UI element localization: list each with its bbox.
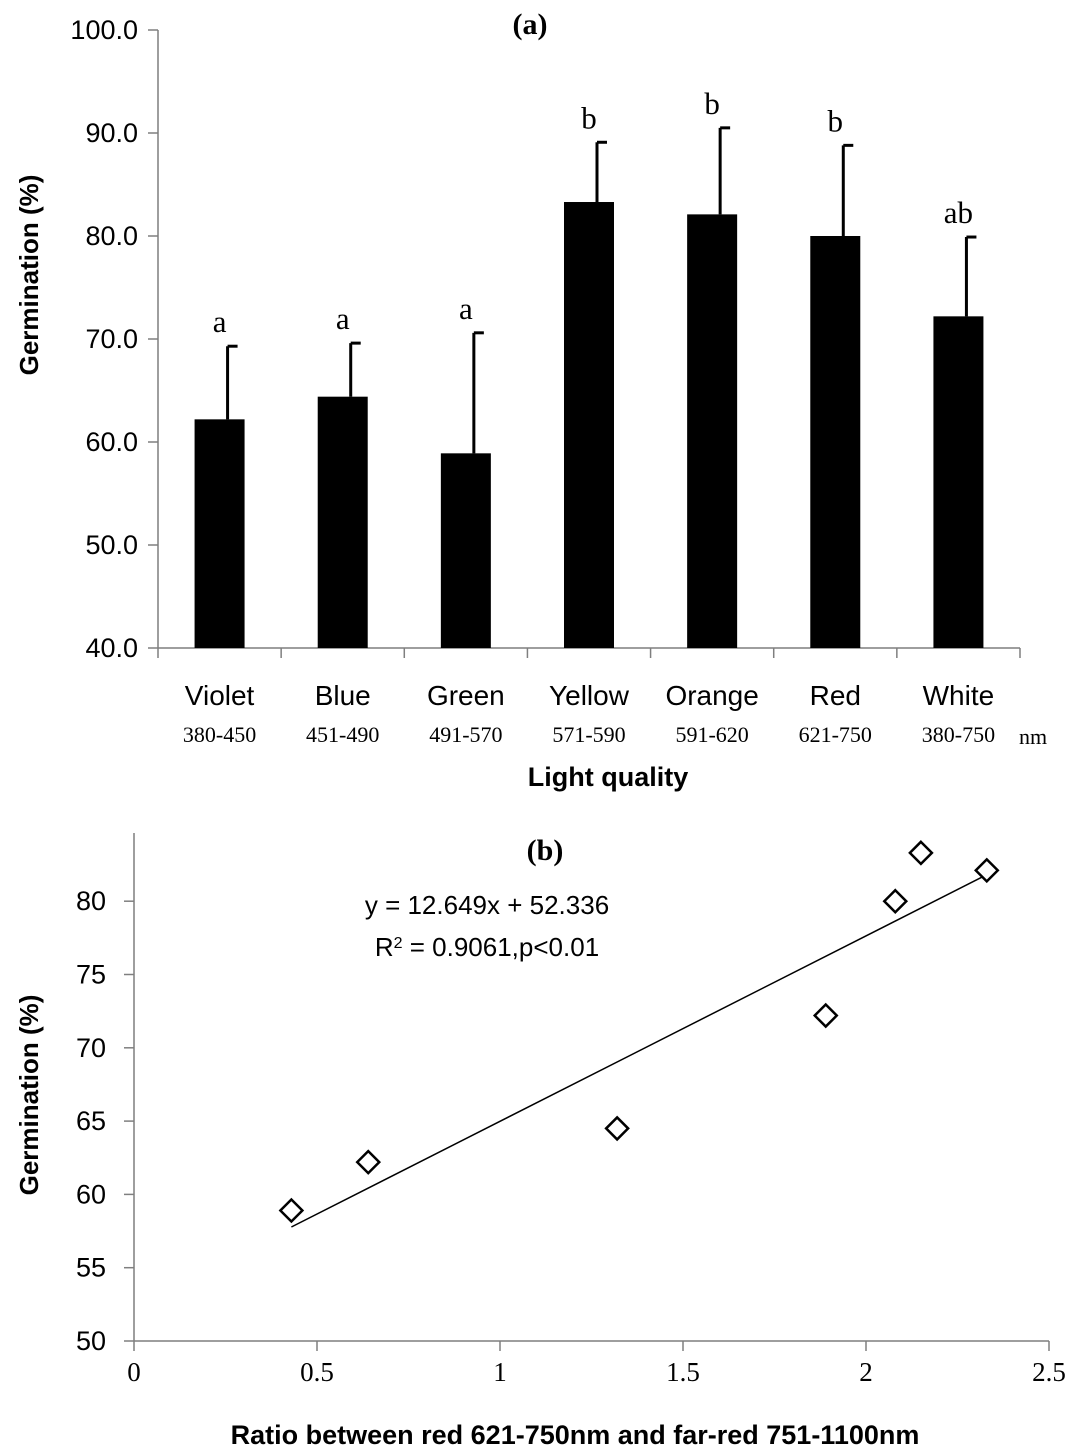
data-point <box>278 1197 305 1224</box>
y-tick-label: 50 <box>76 1326 106 1356</box>
trendline-line <box>291 874 988 1228</box>
y-tick-label: 60 <box>76 1179 106 1209</box>
bar-white <box>933 316 984 648</box>
y-tick-label: 80 <box>76 886 106 916</box>
category-label: Blue <box>315 680 371 711</box>
x-tick-label: 0 <box>127 1357 141 1387</box>
y-tick-label: 70.0 <box>85 324 138 354</box>
x-tick-label: 2 <box>859 1357 873 1387</box>
bar-red <box>810 236 861 648</box>
panel-b-x-axis-label: Ratio between red 621-750nm and far-red … <box>231 1420 920 1450</box>
wavelength-range: 380-450 <box>183 722 256 747</box>
data-point <box>604 1115 630 1142</box>
category-label: Green <box>427 680 505 711</box>
category-label: Violet <box>185 680 255 711</box>
panel-b-equation: y = 12.649x + 52.336 <box>365 890 609 920</box>
category-label: Yellow <box>549 680 630 711</box>
panel-a-y-axis-label: Germination (%) <box>14 175 44 376</box>
panel-b-scatter-chart: (b) 50 55 60 65 70 75 80 0 0.5 1 1.5 2 2.5 y = 12.6… <box>14 833 1066 1450</box>
panel-a-category-labels: Violet 380-450 Blue 451-490 Green 491-570 Yell… <box>183 680 995 747</box>
significance-letter: a <box>336 301 350 336</box>
bar-green <box>440 453 491 648</box>
panel-a-bars <box>194 202 984 648</box>
significance-letter: b <box>828 103 844 138</box>
y-tick-label: 70 <box>76 1033 106 1063</box>
panel-b-y-axis-label: Germination (%) <box>14 995 44 1196</box>
panel-a-x-axis-label: Light quality <box>528 762 688 792</box>
panel-a-error-bars <box>226 126 977 454</box>
y-tick-label: 40.0 <box>85 633 138 663</box>
panel-a-unit-label: nm <box>1019 724 1047 749</box>
bar-orange <box>687 214 738 648</box>
panel-b-trendline <box>291 874 988 1228</box>
x-tick-label: 1.5 <box>666 1357 700 1387</box>
x-tick-label: 2.5 <box>1032 1357 1066 1387</box>
wavelength-range: 451-490 <box>306 722 379 747</box>
y-tick-label: 65 <box>76 1106 106 1136</box>
wavelength-range: 491-570 <box>429 722 502 747</box>
y-tick-label: 80.0 <box>85 221 138 251</box>
y-tick-label: 50.0 <box>85 530 138 560</box>
x-tick-label: 0.5 <box>300 1357 334 1387</box>
significance-letter: b <box>704 86 720 121</box>
y-tick-label: 60.0 <box>85 427 138 457</box>
panel-a-y-axis-ticks: 40.0 50.0 60.0 70.0 80.0 90.0 100.0 <box>70 15 158 663</box>
category-label: White <box>923 680 995 711</box>
panel-b-x-axis-ticks: 0 0.5 1 1.5 2 2.5 <box>127 1341 1066 1387</box>
panel-a-title: (a) <box>513 8 548 41</box>
data-point <box>882 888 909 914</box>
wavelength-range: 621-750 <box>799 722 872 747</box>
category-label: Orange <box>665 680 758 711</box>
y-tick-label: 100.0 <box>70 15 138 45</box>
wavelength-range: 571-590 <box>552 722 625 747</box>
data-point <box>812 1002 839 1029</box>
data-point <box>908 840 934 866</box>
data-point <box>355 1149 382 1175</box>
panel-b-points <box>278 840 1000 1224</box>
panel-b-y-axis-ticks: 50 55 60 65 70 75 80 <box>76 886 134 1356</box>
data-point <box>974 857 1000 884</box>
significance-letter: a <box>213 304 227 339</box>
category-label: Red <box>810 680 861 711</box>
bar-violet <box>194 419 245 648</box>
wavelength-range: 591-620 <box>675 722 748 747</box>
bar-yellow <box>564 202 614 648</box>
y-tick-label: 75 <box>76 960 106 990</box>
y-tick-label: 55 <box>76 1253 106 1283</box>
panel-b-axes <box>133 833 1049 1342</box>
y-tick-label: 90.0 <box>85 118 138 148</box>
panel-b-title: (b) <box>527 834 564 867</box>
significance-letter: a <box>459 291 473 326</box>
bar-blue <box>317 396 368 648</box>
significance-letter: b <box>581 100 597 135</box>
wavelength-range: 380-750 <box>922 722 995 747</box>
significance-letter: ab <box>944 195 973 230</box>
x-tick-label: 1 <box>493 1357 507 1387</box>
panel-b-r2: R2 = 0.9061,p<0.01 <box>375 932 599 962</box>
